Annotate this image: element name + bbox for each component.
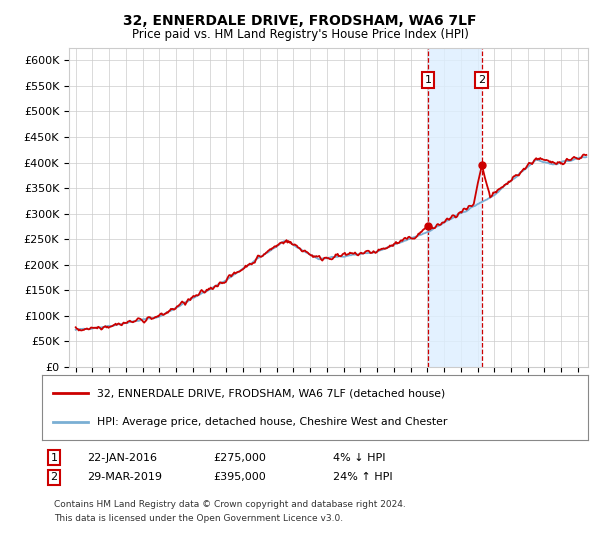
Text: 32, ENNERDALE DRIVE, FRODSHAM, WA6 7LF (detached house): 32, ENNERDALE DRIVE, FRODSHAM, WA6 7LF (…: [97, 388, 445, 398]
Text: 29-MAR-2019: 29-MAR-2019: [87, 472, 162, 482]
Text: 24% ↑ HPI: 24% ↑ HPI: [333, 472, 392, 482]
Text: 1: 1: [50, 452, 58, 463]
Text: 2: 2: [50, 472, 58, 482]
Text: HPI: Average price, detached house, Cheshire West and Chester: HPI: Average price, detached house, Ches…: [97, 417, 447, 427]
Text: 4% ↓ HPI: 4% ↓ HPI: [333, 452, 386, 463]
Text: 22-JAN-2016: 22-JAN-2016: [87, 452, 157, 463]
Text: 2: 2: [478, 75, 485, 85]
Text: Price paid vs. HM Land Registry's House Price Index (HPI): Price paid vs. HM Land Registry's House …: [131, 28, 469, 41]
Text: £275,000: £275,000: [213, 452, 266, 463]
Text: 32, ENNERDALE DRIVE, FRODSHAM, WA6 7LF: 32, ENNERDALE DRIVE, FRODSHAM, WA6 7LF: [123, 14, 477, 28]
Bar: [428, 48, 482, 367]
Text: £395,000: £395,000: [213, 472, 266, 482]
Text: Contains HM Land Registry data © Crown copyright and database right 2024.: Contains HM Land Registry data © Crown c…: [54, 500, 406, 508]
Text: This data is licensed under the Open Government Licence v3.0.: This data is licensed under the Open Gov…: [54, 514, 343, 523]
Text: 1: 1: [425, 75, 431, 85]
